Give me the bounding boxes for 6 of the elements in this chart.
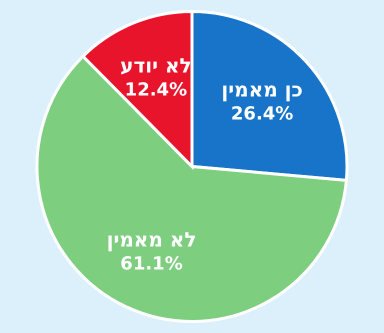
slice-label: כן מאמין (221, 77, 303, 102)
data-label: 12.4% (124, 80, 188, 101)
data-label: 61.1% (120, 253, 183, 274)
slice-label: לא יודע (120, 54, 192, 78)
slice-label: לא מאמין (106, 227, 196, 252)
data-label: 26.4% (230, 103, 294, 124)
